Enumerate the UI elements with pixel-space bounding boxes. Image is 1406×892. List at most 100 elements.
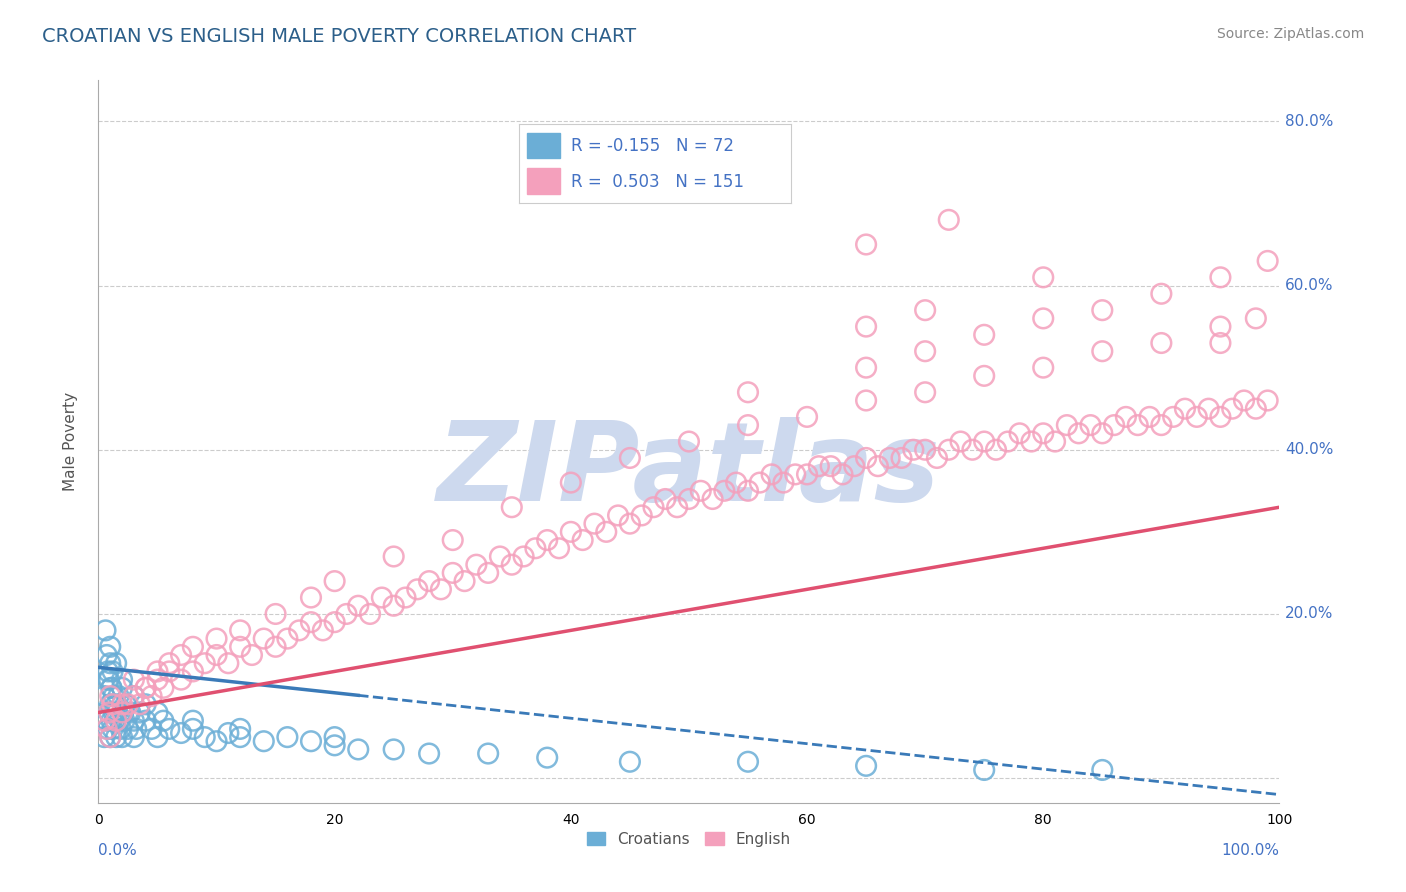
Point xyxy=(855,393,877,408)
Point xyxy=(1244,311,1267,326)
Point xyxy=(619,450,641,465)
Text: 0.0%: 0.0% xyxy=(98,843,138,857)
Point xyxy=(114,698,136,712)
FancyBboxPatch shape xyxy=(527,133,560,158)
Point xyxy=(1209,336,1232,351)
Point xyxy=(181,722,204,736)
Point xyxy=(702,491,724,506)
Point xyxy=(571,533,593,547)
Point xyxy=(1257,393,1279,408)
Point xyxy=(1032,311,1054,326)
FancyBboxPatch shape xyxy=(527,169,560,194)
Point xyxy=(100,681,122,695)
Point xyxy=(122,689,145,703)
Point xyxy=(785,467,807,482)
Point xyxy=(96,714,118,728)
Point xyxy=(135,698,157,712)
Point xyxy=(382,742,405,756)
Point xyxy=(737,755,759,769)
Point xyxy=(264,640,287,654)
Point xyxy=(1209,409,1232,424)
Point xyxy=(748,475,770,490)
Point xyxy=(973,368,995,383)
Point xyxy=(101,722,124,736)
Point xyxy=(101,698,124,712)
Point xyxy=(98,706,121,720)
Point xyxy=(96,722,118,736)
Point xyxy=(973,763,995,777)
Point xyxy=(973,434,995,449)
Point xyxy=(105,698,128,712)
Point xyxy=(101,665,124,679)
Point xyxy=(299,734,322,748)
Point xyxy=(430,582,453,597)
Point xyxy=(170,648,193,662)
Point xyxy=(820,459,842,474)
Point xyxy=(141,722,163,736)
Point xyxy=(418,747,440,761)
Point xyxy=(93,689,115,703)
Point xyxy=(299,615,322,630)
Point xyxy=(536,750,558,764)
Y-axis label: Male Poverty: Male Poverty xyxy=(63,392,77,491)
Point xyxy=(595,524,617,539)
Text: R = -0.155   N = 72: R = -0.155 N = 72 xyxy=(571,136,734,154)
Point xyxy=(122,673,145,687)
Point xyxy=(323,574,346,588)
Point xyxy=(100,681,122,695)
Point xyxy=(229,730,252,744)
Point xyxy=(890,450,912,465)
Point xyxy=(323,615,346,630)
Point xyxy=(583,516,606,531)
Point xyxy=(1056,418,1078,433)
Point xyxy=(98,657,121,671)
Point xyxy=(312,624,335,638)
Point xyxy=(630,508,652,523)
Point xyxy=(205,648,228,662)
Point xyxy=(181,665,204,679)
Point xyxy=(97,673,120,687)
Point xyxy=(1080,418,1102,433)
Point xyxy=(323,730,346,744)
Point xyxy=(772,475,794,490)
Point xyxy=(152,714,174,728)
Point xyxy=(453,574,475,588)
Point xyxy=(93,714,115,728)
Point xyxy=(984,442,1007,457)
Point xyxy=(807,459,830,474)
Point xyxy=(105,706,128,720)
Point xyxy=(217,657,239,671)
Point xyxy=(761,467,783,482)
Point xyxy=(170,673,193,687)
Point xyxy=(796,409,818,424)
Point xyxy=(1032,270,1054,285)
Point xyxy=(737,418,759,433)
Point xyxy=(135,681,157,695)
Point xyxy=(323,739,346,753)
Point xyxy=(276,730,298,744)
Point xyxy=(1126,418,1149,433)
Point xyxy=(141,689,163,703)
Point xyxy=(1257,254,1279,268)
Point xyxy=(299,591,322,605)
Point xyxy=(560,524,582,539)
Point xyxy=(914,303,936,318)
Point xyxy=(103,706,125,720)
Point xyxy=(97,722,120,736)
Point xyxy=(678,434,700,449)
Point xyxy=(725,475,748,490)
Point xyxy=(1244,401,1267,416)
Point xyxy=(465,558,488,572)
Point xyxy=(1091,763,1114,777)
Point xyxy=(855,360,877,375)
Point xyxy=(678,491,700,506)
Point xyxy=(112,706,135,720)
Point xyxy=(512,549,534,564)
Point xyxy=(382,599,405,613)
Point xyxy=(205,734,228,748)
Point xyxy=(855,450,877,465)
Point xyxy=(654,491,676,506)
Point xyxy=(122,714,145,728)
Point xyxy=(441,566,464,580)
Point xyxy=(1174,401,1197,416)
